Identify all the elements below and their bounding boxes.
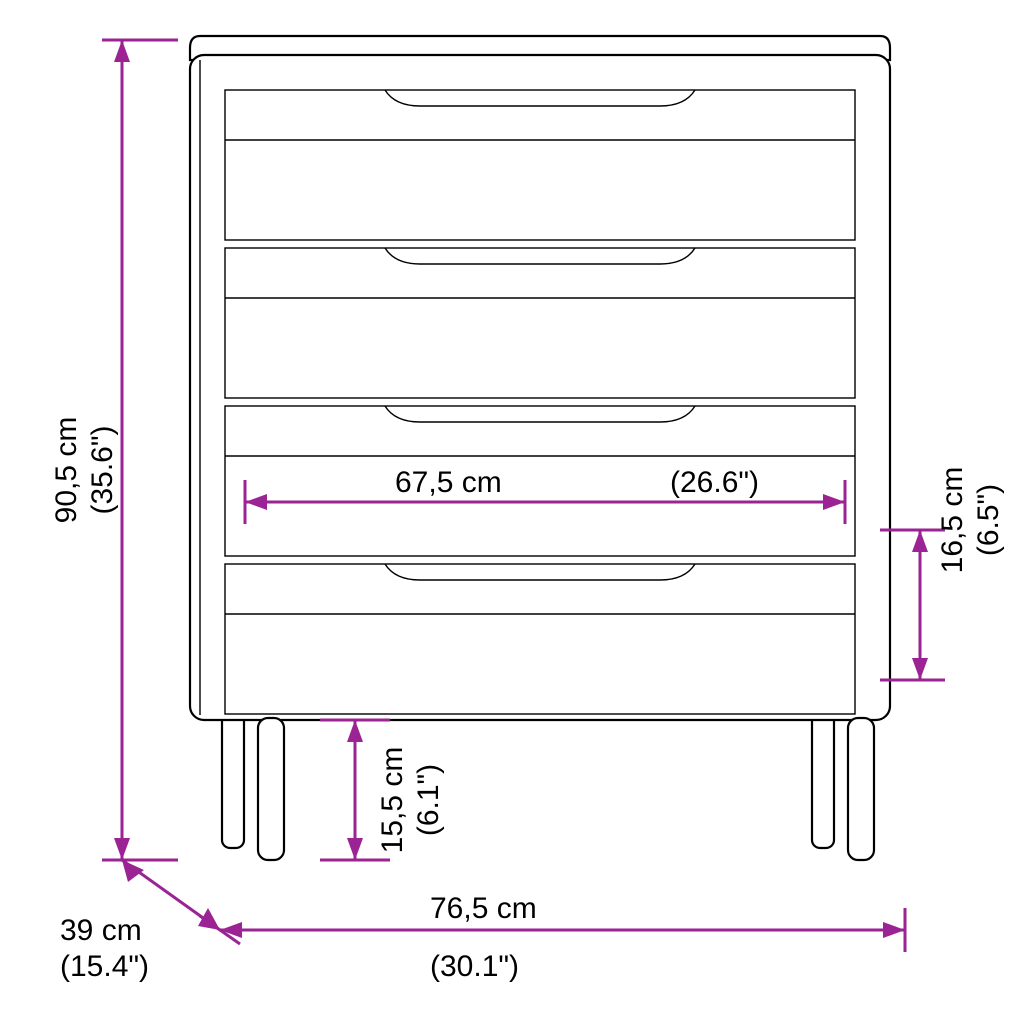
cabinet-body — [190, 55, 890, 720]
back-right-leg — [812, 700, 834, 848]
dresser-drawing — [190, 36, 890, 860]
dim-total-width: 76,5 cm (30.1") — [220, 892, 905, 983]
front-left-leg — [258, 718, 284, 860]
front-right-leg — [848, 718, 874, 860]
dim-drawer-height-in: (6.5") — [972, 484, 1005, 556]
dim-total-height-in: (35.6") — [86, 425, 119, 514]
dim-depth-in: (15.4") — [60, 950, 149, 983]
dim-depth: 39 cm (15.4") — [60, 860, 240, 983]
dim-total-height-cm: 90,5 cm — [50, 417, 83, 524]
dim-drawer-width-in: (26.6") — [670, 466, 759, 499]
dim-total-width-cm: 76,5 cm — [430, 892, 537, 925]
back-left-leg — [222, 700, 244, 848]
dim-depth-cm: 39 cm — [60, 914, 142, 947]
dim-total-width-in: (30.1") — [430, 950, 519, 983]
dim-leg-clearance: 15,5 cm (6.1") — [320, 720, 445, 860]
dim-drawer-height-cm: 16,5 cm — [936, 467, 969, 574]
dim-leg-clearance-cm: 15,5 cm — [376, 747, 409, 854]
dim-drawer-height: 16,5 cm (6.5") — [880, 467, 1005, 680]
dim-drawer-width-cm: 67,5 cm — [395, 466, 502, 499]
dim-total-height: 90,5 cm (35.6") — [50, 40, 178, 860]
dim-leg-clearance-in: (6.1") — [412, 764, 445, 836]
